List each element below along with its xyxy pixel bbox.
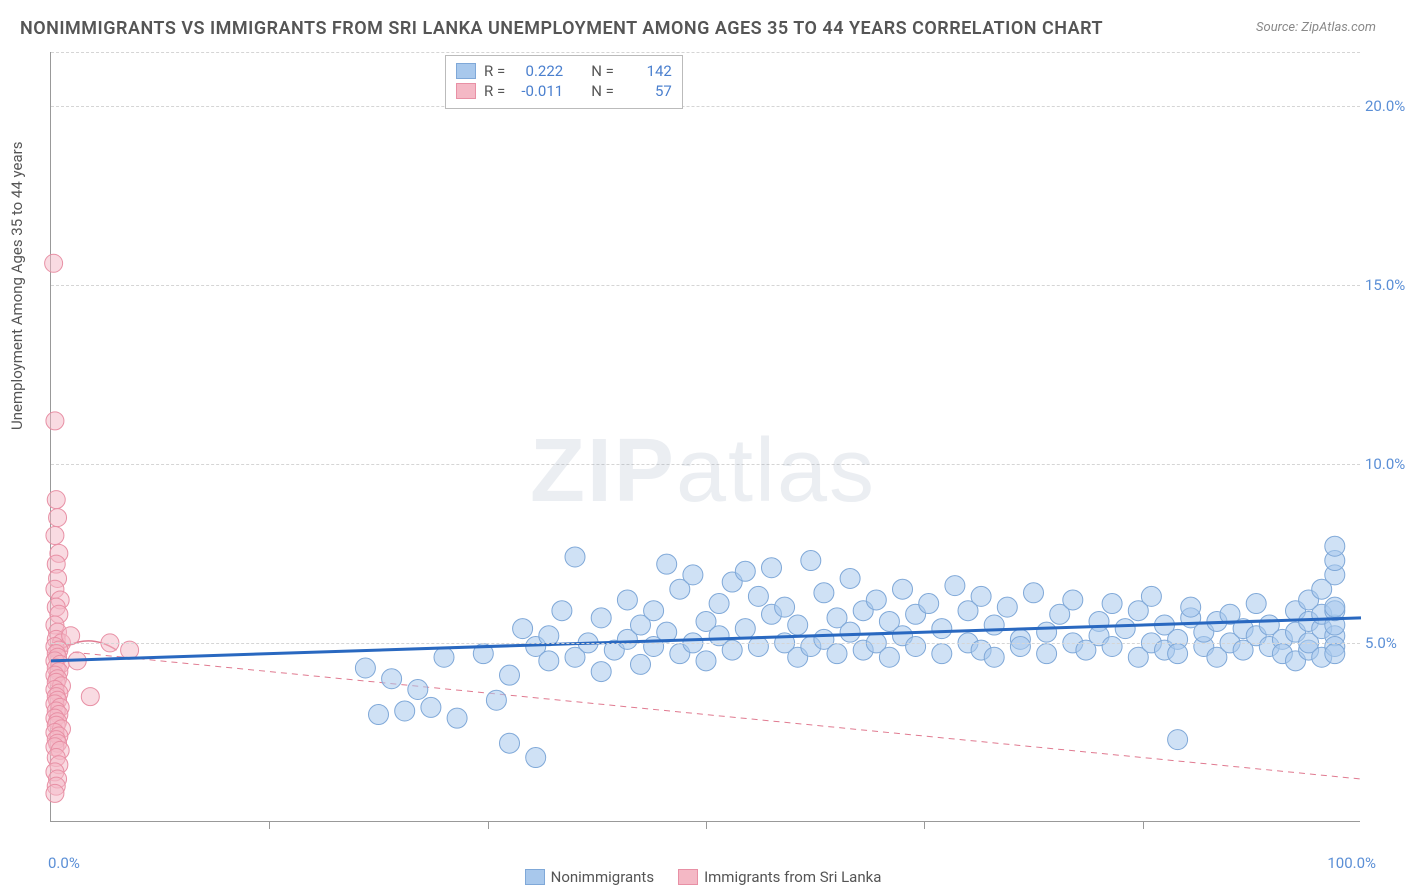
r-label: R = [484,82,505,100]
correlation-stats-box: R = 0.222 N = 142 R = -0.011 N = 57 [445,55,683,109]
stat-row-series2: R = -0.011 N = 57 [456,82,672,100]
r-value: -0.011 [513,82,563,100]
swatch-nonimmigrants [525,869,545,885]
y-tick-label: 20.0% [1365,97,1406,115]
y-tick-label: 5.0% [1365,634,1406,652]
x-tick-100: 100.0% [1327,854,1376,872]
swatch-immigrants [456,83,476,99]
legend-label: Nonimmigrants [551,868,654,886]
legend-item-nonimmigrants: Nonimmigrants [525,868,654,886]
x-tick-0: 0.0% [48,854,80,872]
r-value: 0.222 [513,62,563,80]
n-value: 142 [622,62,672,80]
scatter-svg [51,52,1360,821]
swatch-immigrants [678,869,698,885]
n-label: N = [591,82,614,100]
source-attribution: Source: ZipAtlas.com [1256,20,1376,35]
chart-title: NONIMMIGRANTS VS IMMIGRANTS FROM SRI LAN… [20,18,1103,39]
n-label: N = [591,62,614,80]
y-axis-label: Unemployment Among Ages 35 to 44 years [8,142,26,430]
legend: Nonimmigrants Immigrants from Sri Lanka [0,868,1406,886]
y-tick-label: 10.0% [1365,455,1406,473]
legend-item-immigrants: Immigrants from Sri Lanka [678,868,881,886]
legend-label: Immigrants from Sri Lanka [704,868,881,886]
plot-area: 5.0%10.0%15.0%20.0% [50,52,1360,822]
stat-row-series1: R = 0.222 N = 142 [456,62,672,80]
n-value: 57 [622,82,672,100]
y-tick-label: 15.0% [1365,276,1406,294]
swatch-nonimmigrants [456,63,476,79]
r-label: R = [484,62,505,80]
